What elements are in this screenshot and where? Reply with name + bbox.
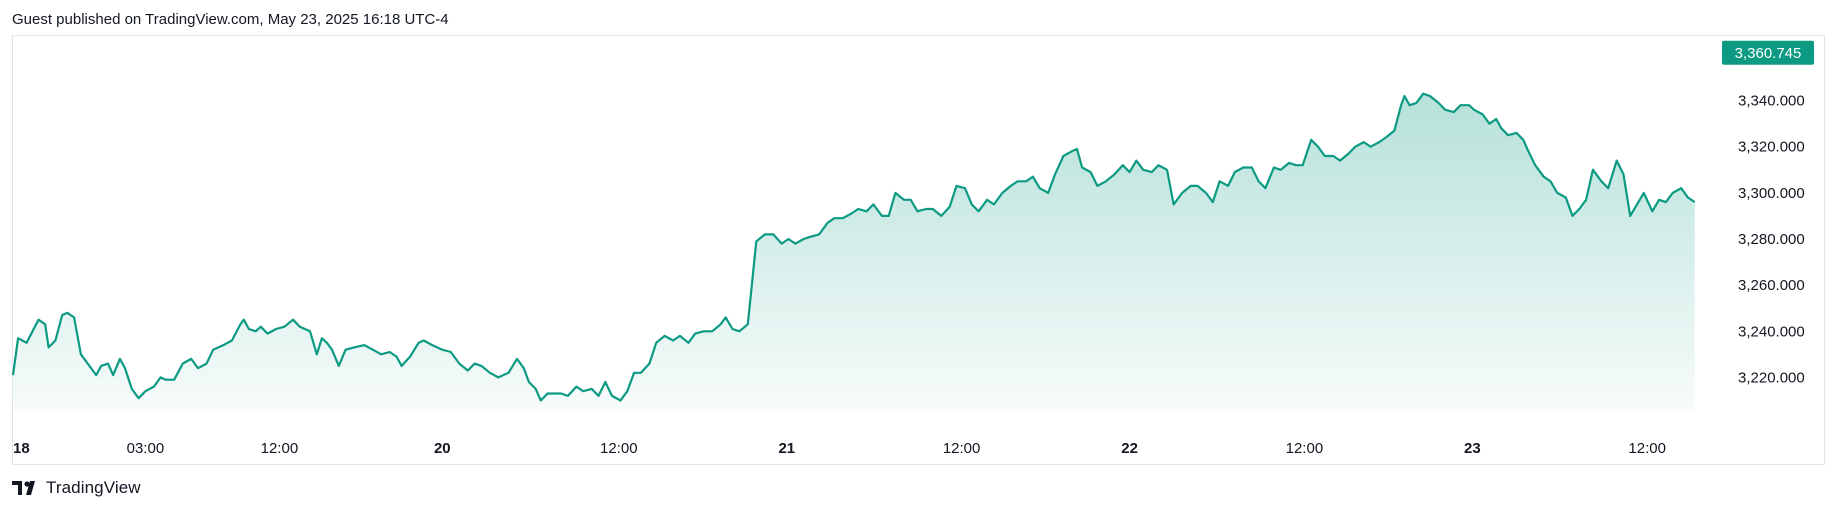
- x-tick-label: 12:00: [261, 440, 299, 457]
- x-tick-label: 12:00: [1286, 440, 1324, 457]
- y-tick-label: 3,320.000: [1738, 139, 1805, 156]
- published-info: Guest published on TradingView.com, May …: [12, 11, 449, 28]
- tradingview-brand: TradingView: [46, 478, 141, 497]
- last-price-label: 3,360.745: [1735, 45, 1802, 62]
- y-tick-label: 3,300.000: [1738, 185, 1805, 202]
- tradingview-footer[interactable]: TradingView: [12, 478, 141, 498]
- x-tick-label: 21: [778, 440, 795, 457]
- x-tick-label: 03:00: [127, 440, 165, 457]
- x-tick-label: 22: [1121, 440, 1138, 457]
- chart-frame: [12, 35, 1825, 465]
- y-tick-label: 3,280.000: [1738, 231, 1805, 248]
- x-tick-label: 12:00: [943, 440, 981, 457]
- x-tick-label: 12:00: [1628, 440, 1666, 457]
- y-tick-label: 3,220.000: [1738, 369, 1805, 386]
- x-tick-label: 20: [434, 440, 451, 457]
- price-line: [11, 92, 1696, 402]
- x-tick-label: 12:00: [600, 440, 638, 457]
- y-tick-label: 3,340.000: [1738, 93, 1805, 110]
- tradingview-logo-icon: [12, 479, 40, 497]
- x-tick-label: 23: [1464, 440, 1481, 457]
- price-area-fill: [13, 93, 1695, 412]
- x-tick-label: 18: [13, 440, 30, 457]
- y-tick-label: 3,260.000: [1738, 277, 1805, 294]
- y-tick-label: 3,240.000: [1738, 323, 1805, 340]
- last-price-badge: [1722, 40, 1814, 65]
